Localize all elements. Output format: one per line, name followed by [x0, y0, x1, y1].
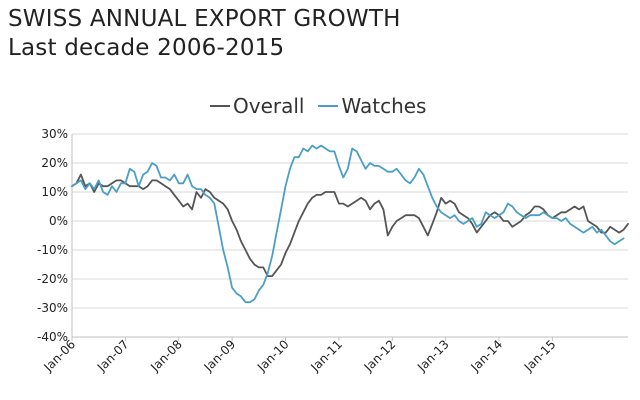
x-tick-label: Jan-10	[254, 337, 292, 375]
x-tick-label: Jan-12	[361, 337, 399, 375]
y-axis: 30% 20% 10% 0% -10% -20% -30% -40%	[37, 127, 73, 344]
chart-legend: Overall Watches	[210, 94, 440, 118]
y-tick-label: 0%	[49, 214, 68, 228]
y-tick-label: -40%	[37, 330, 68, 344]
legend-swatch-watches	[318, 105, 339, 107]
legend-label-watches: Watches	[341, 94, 427, 118]
x-tick-label: Jan-13	[414, 337, 452, 375]
x-axis: Jan-06 Jan-07 Jan-08 Jan-09 Jan-10 Jan-11 Jan-…	[41, 336, 628, 375]
series-line-overall	[71, 173, 629, 278]
x-tick-label: Jan-11	[307, 337, 345, 375]
y-tick-label: 10%	[41, 185, 68, 199]
x-tick-label: Jan-07	[94, 337, 132, 375]
chart-subtitle: Last decade 2006-2015	[8, 35, 285, 61]
y-tick-label: -30%	[37, 301, 68, 315]
legend-item-overall: Overall	[210, 94, 304, 118]
y-tick-label: 30%	[41, 127, 68, 141]
chart-title: SWISS ANNUAL EXPORT GROWTH	[8, 6, 401, 32]
y-tick-label: -10%	[37, 243, 68, 257]
series-lines	[71, 144, 629, 304]
x-tick-label: Jan-08	[147, 337, 185, 375]
x-tick-label: Jan-14	[468, 337, 506, 375]
series-line-watches	[71, 144, 625, 304]
x-tick-label: Jan-15	[521, 337, 559, 375]
legend-label-overall: Overall	[233, 94, 305, 118]
y-tick-label: -20%	[37, 272, 68, 286]
y-tick-label: 20%	[41, 156, 68, 170]
x-tick-label: Jan-09	[201, 337, 239, 375]
legend-item-watches: Watches	[318, 94, 426, 118]
legend-swatch-overall	[210, 105, 230, 107]
